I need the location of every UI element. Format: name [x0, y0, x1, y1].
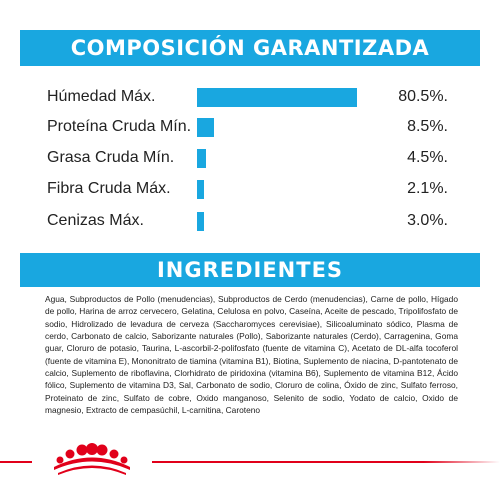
composition-row-value: 80.5%.: [398, 88, 448, 105]
ingredients-title: INGREDIENTES: [156, 258, 344, 282]
composition-row-bar: [197, 88, 357, 107]
composition-row: Grasa Cruda Mín. 4.5%.: [0, 147, 500, 177]
footer-divider-right: [152, 461, 500, 463]
composition-row-label: Proteína Cruda Mín.: [47, 118, 192, 135]
composition-row-label: Grasa Cruda Mín.: [47, 149, 175, 166]
composition-row-label: Fibra Cruda Máx.: [47, 180, 171, 197]
composition-row-bar: [197, 212, 204, 231]
composition-title: COMPOSICIÓN GARANTIZADA: [70, 36, 430, 60]
composition-row: Proteína Cruda Mín. 8.5%.: [0, 116, 500, 146]
composition-row: Húmedad Máx. 80.5%.: [0, 86, 500, 116]
composition-row-label: Húmedad Máx.: [47, 88, 156, 105]
composition-row: Fibra Cruda Máx. 2.1%.: [0, 178, 500, 208]
ingredients-text: Agua, Subproductos de Pollo (menudencias…: [45, 294, 458, 416]
composition-row-value: 4.5%.: [407, 149, 448, 166]
composition-row-bar: [197, 149, 206, 168]
royal-canin-crown-icon: [54, 443, 130, 475]
composition-banner: COMPOSICIÓN GARANTIZADA: [20, 30, 480, 66]
composition-row-value: 2.1%.: [407, 180, 448, 197]
composition-row-value: 8.5%.: [407, 118, 448, 135]
composition-row: Cenizas Máx. 3.0%.: [0, 210, 500, 240]
composition-row-bar: [197, 180, 204, 199]
composition-row-value: 3.0%.: [407, 212, 448, 229]
ingredients-banner: INGREDIENTES: [20, 253, 480, 287]
footer-divider-left: [0, 461, 32, 463]
composition-row-label: Cenizas Máx.: [47, 212, 144, 229]
composition-row-bar: [197, 118, 214, 137]
